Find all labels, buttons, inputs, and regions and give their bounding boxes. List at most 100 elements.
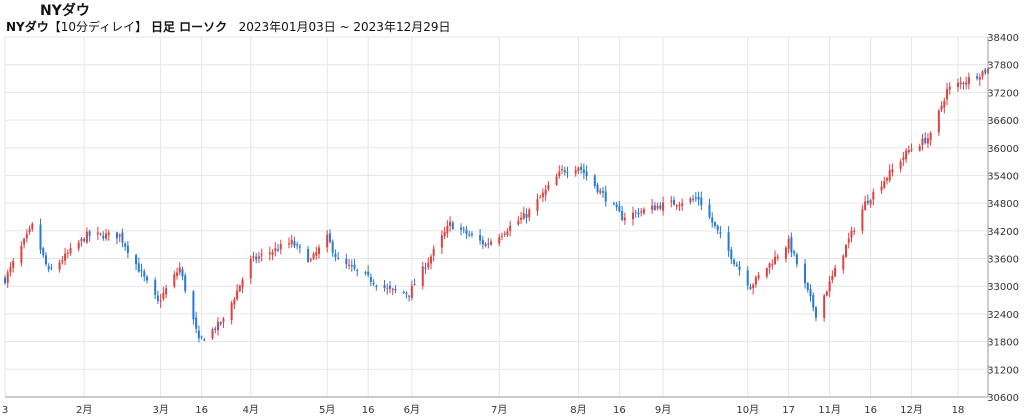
candle-body <box>287 243 290 245</box>
candle-body <box>539 197 542 199</box>
candle-body <box>831 275 834 281</box>
candle-body <box>12 261 15 268</box>
candle-body <box>632 212 635 220</box>
candle-body <box>230 302 233 321</box>
x-tick-label: 16 <box>864 405 877 416</box>
candle-body <box>642 209 645 214</box>
candle-body <box>872 191 875 200</box>
candle-body <box>847 238 850 243</box>
candle-body <box>386 287 389 289</box>
candle-body <box>967 77 970 85</box>
candle-body <box>948 86 951 90</box>
candle-body <box>814 307 817 318</box>
x-tick-label: 5月 <box>319 404 335 416</box>
candle-body <box>621 210 624 220</box>
x-tick-label: 9月 <box>655 404 671 416</box>
candle-body <box>154 280 157 295</box>
y-tick-label: 34800 <box>987 199 1019 210</box>
candle-body <box>823 295 826 318</box>
candle-body <box>290 239 293 245</box>
candle-body <box>96 232 99 235</box>
candle-body <box>733 259 736 264</box>
candle-body <box>315 252 318 256</box>
candle-body <box>727 232 730 251</box>
candle-body <box>503 233 506 235</box>
candle-body <box>517 220 520 225</box>
candle-body <box>143 271 146 277</box>
y-tick-label: 35400 <box>987 171 1019 182</box>
y-tick-label: 36000 <box>987 144 1019 155</box>
candle-body <box>593 175 596 186</box>
x-axis: 3 2月 3月 16 4月 5月 16 6月 7月 8月 16 9月 10月 17 11月 16 12月 18 <box>2 396 988 416</box>
candle-body <box>181 269 184 277</box>
candle-body <box>525 214 528 218</box>
candle-body <box>309 259 312 261</box>
candle-body <box>735 264 738 267</box>
candle-body <box>126 245 129 254</box>
candle-body <box>391 288 394 291</box>
candle-body <box>943 100 946 108</box>
candle-body <box>137 263 140 272</box>
candle-body <box>547 185 550 189</box>
candle-body <box>790 237 793 253</box>
candle-body <box>582 169 585 174</box>
x-tick-label: 6月 <box>404 404 420 416</box>
candle-body <box>768 263 771 268</box>
candle-body <box>47 266 50 270</box>
candle-body <box>58 262 61 270</box>
candle-body <box>965 82 968 85</box>
x-tick-label: 4月 <box>243 404 259 416</box>
candle-body <box>249 258 252 279</box>
candle-body <box>162 292 165 299</box>
candle-body <box>670 200 673 202</box>
candle-body <box>369 276 372 283</box>
candle-body <box>793 251 796 254</box>
candle-body <box>449 221 452 226</box>
candle-body <box>640 211 643 213</box>
candle-body <box>574 170 577 174</box>
candle-body <box>498 237 501 244</box>
candle-body <box>612 203 615 205</box>
candle-body <box>85 231 88 243</box>
candle-body <box>184 275 187 292</box>
x-tick-label: 17 <box>782 405 795 416</box>
candle-body <box>326 234 329 248</box>
candle-body <box>809 289 812 297</box>
candle-body <box>200 336 203 338</box>
candle-body <box>50 267 53 269</box>
candle-body <box>522 213 525 219</box>
candle-body <box>752 284 755 289</box>
candle-body <box>536 199 539 211</box>
x-tick-label: 3月 <box>152 404 168 416</box>
candle-body <box>356 270 359 272</box>
candle-body <box>842 255 845 270</box>
subtitle-chart-kind: 日足 ローソク <box>151 20 228 34</box>
candle-body <box>599 190 602 194</box>
candle-body <box>260 254 263 256</box>
candle-body <box>697 196 700 200</box>
candle-body <box>451 222 454 229</box>
candle-body <box>506 231 509 235</box>
y-tick-label: 34200 <box>987 227 1019 238</box>
candle-body <box>656 205 659 209</box>
candle-body <box>328 233 331 243</box>
candle-body <box>615 204 618 208</box>
candle-body <box>694 197 697 199</box>
candle-body <box>44 255 47 265</box>
candle-body <box>367 271 370 275</box>
candle-body <box>711 217 714 223</box>
candle-body <box>577 167 580 171</box>
candle-body <box>962 83 965 85</box>
candle-body <box>623 217 626 221</box>
candle-body <box>959 82 962 85</box>
candle-body <box>637 212 640 215</box>
candle-body <box>746 270 749 286</box>
candle-body <box>6 272 9 283</box>
candle-body <box>484 244 487 246</box>
candle-body <box>905 150 908 160</box>
candle-body <box>981 71 984 77</box>
candle-body <box>689 198 692 202</box>
candle-body <box>236 290 239 300</box>
candle-body <box>364 272 367 274</box>
